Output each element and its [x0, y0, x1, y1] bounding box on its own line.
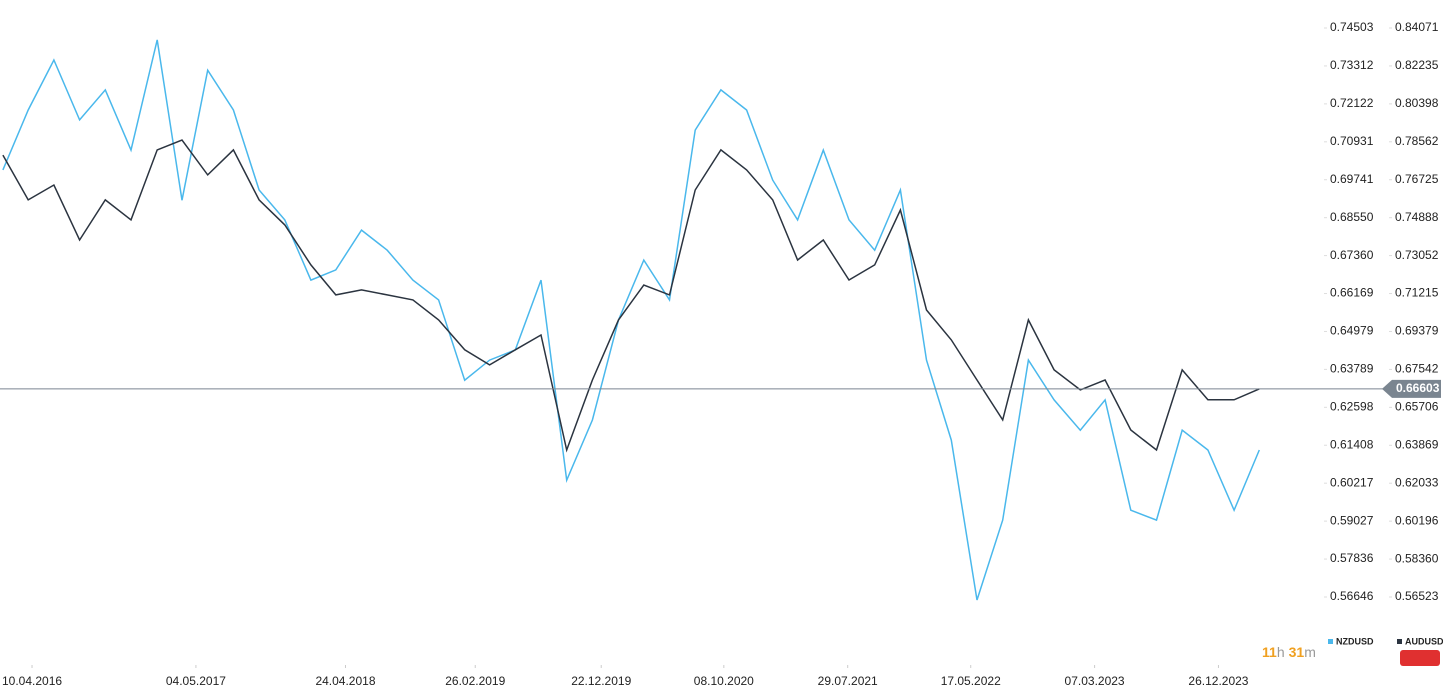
- y-tick-label: 0.68550: [1330, 210, 1374, 224]
- countdown: 11h 31m: [1262, 644, 1316, 660]
- y2-tick-label: 0.56523: [1395, 589, 1439, 603]
- y2-tick-label: 0.58360: [1395, 551, 1439, 565]
- y2-tick-label: 0.73052: [1395, 248, 1439, 262]
- current-price-label: 0.66603: [1396, 381, 1440, 395]
- y2-tick-label: 0.76725: [1395, 172, 1439, 186]
- y-tick-label: 0.72122: [1330, 96, 1374, 110]
- y-tick-label: 0.73312: [1330, 58, 1374, 72]
- y-tick-label: 0.61408: [1330, 437, 1374, 451]
- y-tick-label: 0.64979: [1330, 324, 1374, 338]
- x-tick-label: 29.07.2021: [818, 674, 878, 688]
- y2-tick-label: 0.60196: [1395, 513, 1439, 527]
- y-tick-label: 0.56646: [1330, 589, 1374, 603]
- y2-tick-label: 0.65706: [1395, 400, 1439, 414]
- x-tick-label: 22.12.2019: [571, 674, 631, 688]
- legend-swatch: [1397, 639, 1402, 644]
- y-tick-label: 0.67360: [1330, 248, 1374, 262]
- y2-tick-label: 0.78562: [1395, 134, 1439, 148]
- x-tick-label: 07.03.2023: [1065, 674, 1125, 688]
- x-tick-label: 17.05.2022: [941, 674, 1001, 688]
- x-tick-label: 08.10.2020: [694, 674, 754, 688]
- y2-tick-label: 0.71215: [1395, 286, 1439, 300]
- y2-tick-label: 0.82235: [1395, 58, 1439, 72]
- y2-tick-label: 0.62033: [1395, 475, 1439, 489]
- y2-tick-label: 0.69379: [1395, 324, 1439, 338]
- action-button[interactable]: [1400, 650, 1440, 666]
- countdown-unit: h: [1277, 644, 1285, 660]
- y-tick-label: 0.63789: [1330, 362, 1374, 376]
- legend-swatch: [1328, 639, 1333, 644]
- y-tick-label: 0.60217: [1330, 475, 1374, 489]
- countdown-unit: m: [1304, 644, 1316, 660]
- x-tick-label: 26.02.2019: [445, 674, 505, 688]
- countdown-minutes: 31: [1289, 644, 1305, 660]
- y2-tick-label: 0.63869: [1395, 437, 1439, 451]
- series-line: [2, 39, 1260, 601]
- current-price-badge: [1382, 379, 1441, 398]
- y2-tick-label: 0.80398: [1395, 96, 1439, 110]
- y-tick-label: 0.74503: [1330, 20, 1374, 34]
- x-tick-label: 04.05.2017: [166, 674, 226, 688]
- y-tick-label: 0.59027: [1330, 513, 1374, 527]
- x-tick-label: 10.04.2016: [2, 674, 62, 688]
- y-tick-label: 0.66169: [1330, 286, 1374, 300]
- y-tick-label: 0.62598: [1330, 400, 1374, 414]
- x-tick-label: 24.04.2018: [315, 674, 375, 688]
- y2-tick-label: 0.74888: [1395, 210, 1439, 224]
- y2-tick-label: 0.67542: [1395, 362, 1439, 376]
- plot-area: 0.74503 0.73312 0.72122 0.70931 0.69741 0.685…: [0, 20, 1443, 688]
- x-tick-label: 26.12.2023: [1188, 674, 1248, 688]
- y-tick-label: 0.69741: [1330, 172, 1374, 186]
- y-tick-label: 0.57836: [1330, 551, 1374, 565]
- series-line: [2, 139, 1260, 453]
- y2-tick-label: 0.84071: [1395, 20, 1439, 34]
- y-tick-label: 0.70931: [1330, 134, 1374, 148]
- legend-label: AUDUSD: [1405, 636, 1443, 646]
- countdown-hours: 11: [1262, 644, 1277, 660]
- legend-label: NZDUSD: [1336, 636, 1374, 646]
